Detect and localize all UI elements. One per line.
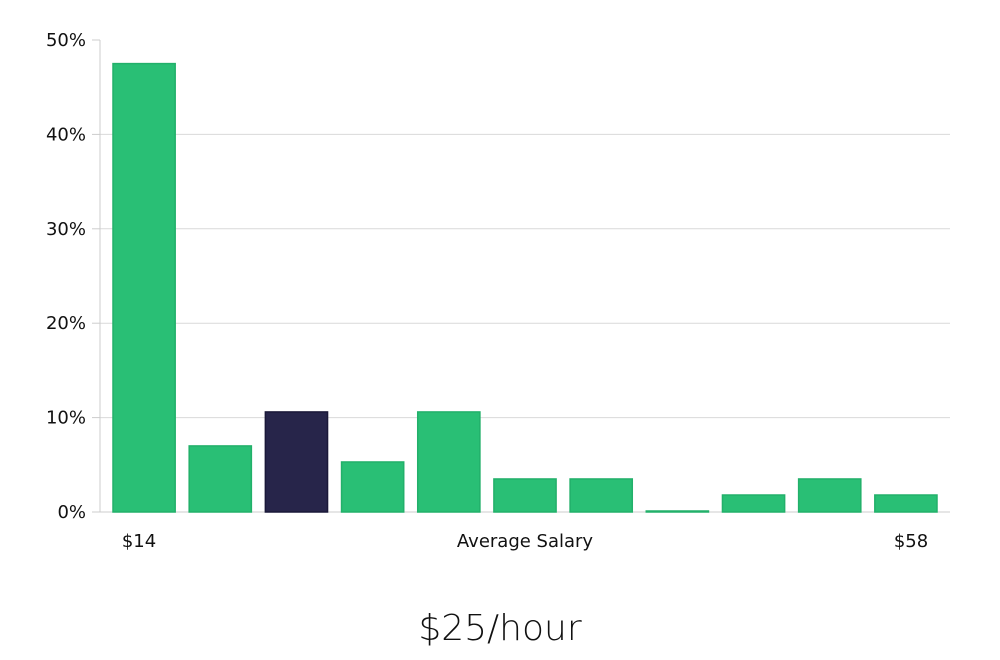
bar [569,478,634,513]
bar [188,445,253,513]
bar [645,510,710,513]
bar-highlighted [264,411,329,513]
bar [874,494,938,513]
bar [493,478,557,513]
bar [340,461,405,513]
y-tick-label: 20% [46,313,86,334]
x-axis-title: Average Salary [457,531,594,552]
average-salary-value: $25/hour [418,608,582,649]
x-right-label: $58 [894,531,928,552]
y-tick-label: 40% [46,124,86,145]
x-axis-labels: $14 Average Salary $58 [122,531,928,552]
bar [416,411,481,513]
bar [797,478,862,513]
salary-histogram: 0% 10% 20% 30% 40% 50% $14 Average Salary $58 [46,30,950,552]
bar [721,494,786,513]
y-tick-label: 0% [57,502,86,523]
x-left-label: $14 [122,531,156,552]
bar [112,62,176,513]
y-tick-label: 30% [46,219,86,240]
y-tick-label: 50% [46,30,86,51]
bars [112,62,938,513]
y-axis: 0% 10% 20% 30% 40% 50% [46,30,950,523]
y-tick-label: 10% [46,408,86,429]
grid-lines [100,133,950,419]
